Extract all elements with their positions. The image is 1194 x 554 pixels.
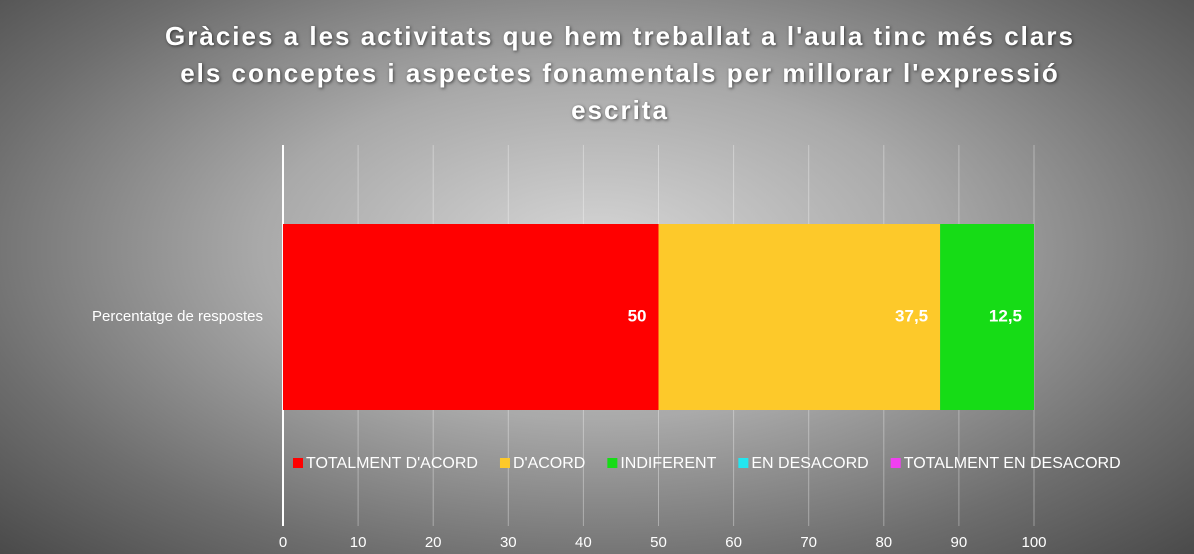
x-tick-label: 40 (575, 534, 592, 551)
x-tick-label: 20 (425, 534, 442, 551)
bar-segment (658, 224, 941, 410)
data-label: 12,5 (989, 306, 1022, 325)
chart-title: Gràcies a les activitats que hem treball… (165, 21, 1075, 125)
y-tick-label: Percentatge de respostes (92, 308, 263, 325)
x-tick-label: 90 (951, 534, 968, 551)
bar-segment (940, 224, 1034, 410)
legend-label: INDIFERENT (620, 455, 716, 472)
x-tick-label: 80 (875, 534, 892, 551)
x-tick-label: 60 (725, 534, 742, 551)
x-tick-label: 30 (500, 534, 517, 551)
legend-label: D'ACORD (513, 455, 585, 472)
legend-label: EN DESACORD (751, 455, 868, 472)
x-tick-label: 50 (650, 534, 667, 551)
legend-label: TOTALMENT D'ACORD (306, 455, 478, 472)
legend-swatch (738, 458, 749, 468)
legend-swatch (890, 458, 901, 468)
data-label: 50 (628, 306, 647, 325)
legend-swatch (499, 458, 510, 468)
legend-swatch (293, 458, 303, 468)
legend-label: TOTALMENT EN DESACORD (904, 455, 1121, 472)
x-tick-label: 10 (350, 534, 367, 551)
x-tick-label: 70 (800, 534, 817, 551)
x-tick-label: 100 (1021, 534, 1046, 551)
legend-swatch (607, 458, 618, 468)
data-label: 37,5 (895, 306, 928, 325)
bar-segment (283, 224, 659, 410)
x-tick-label: 0 (279, 534, 287, 551)
